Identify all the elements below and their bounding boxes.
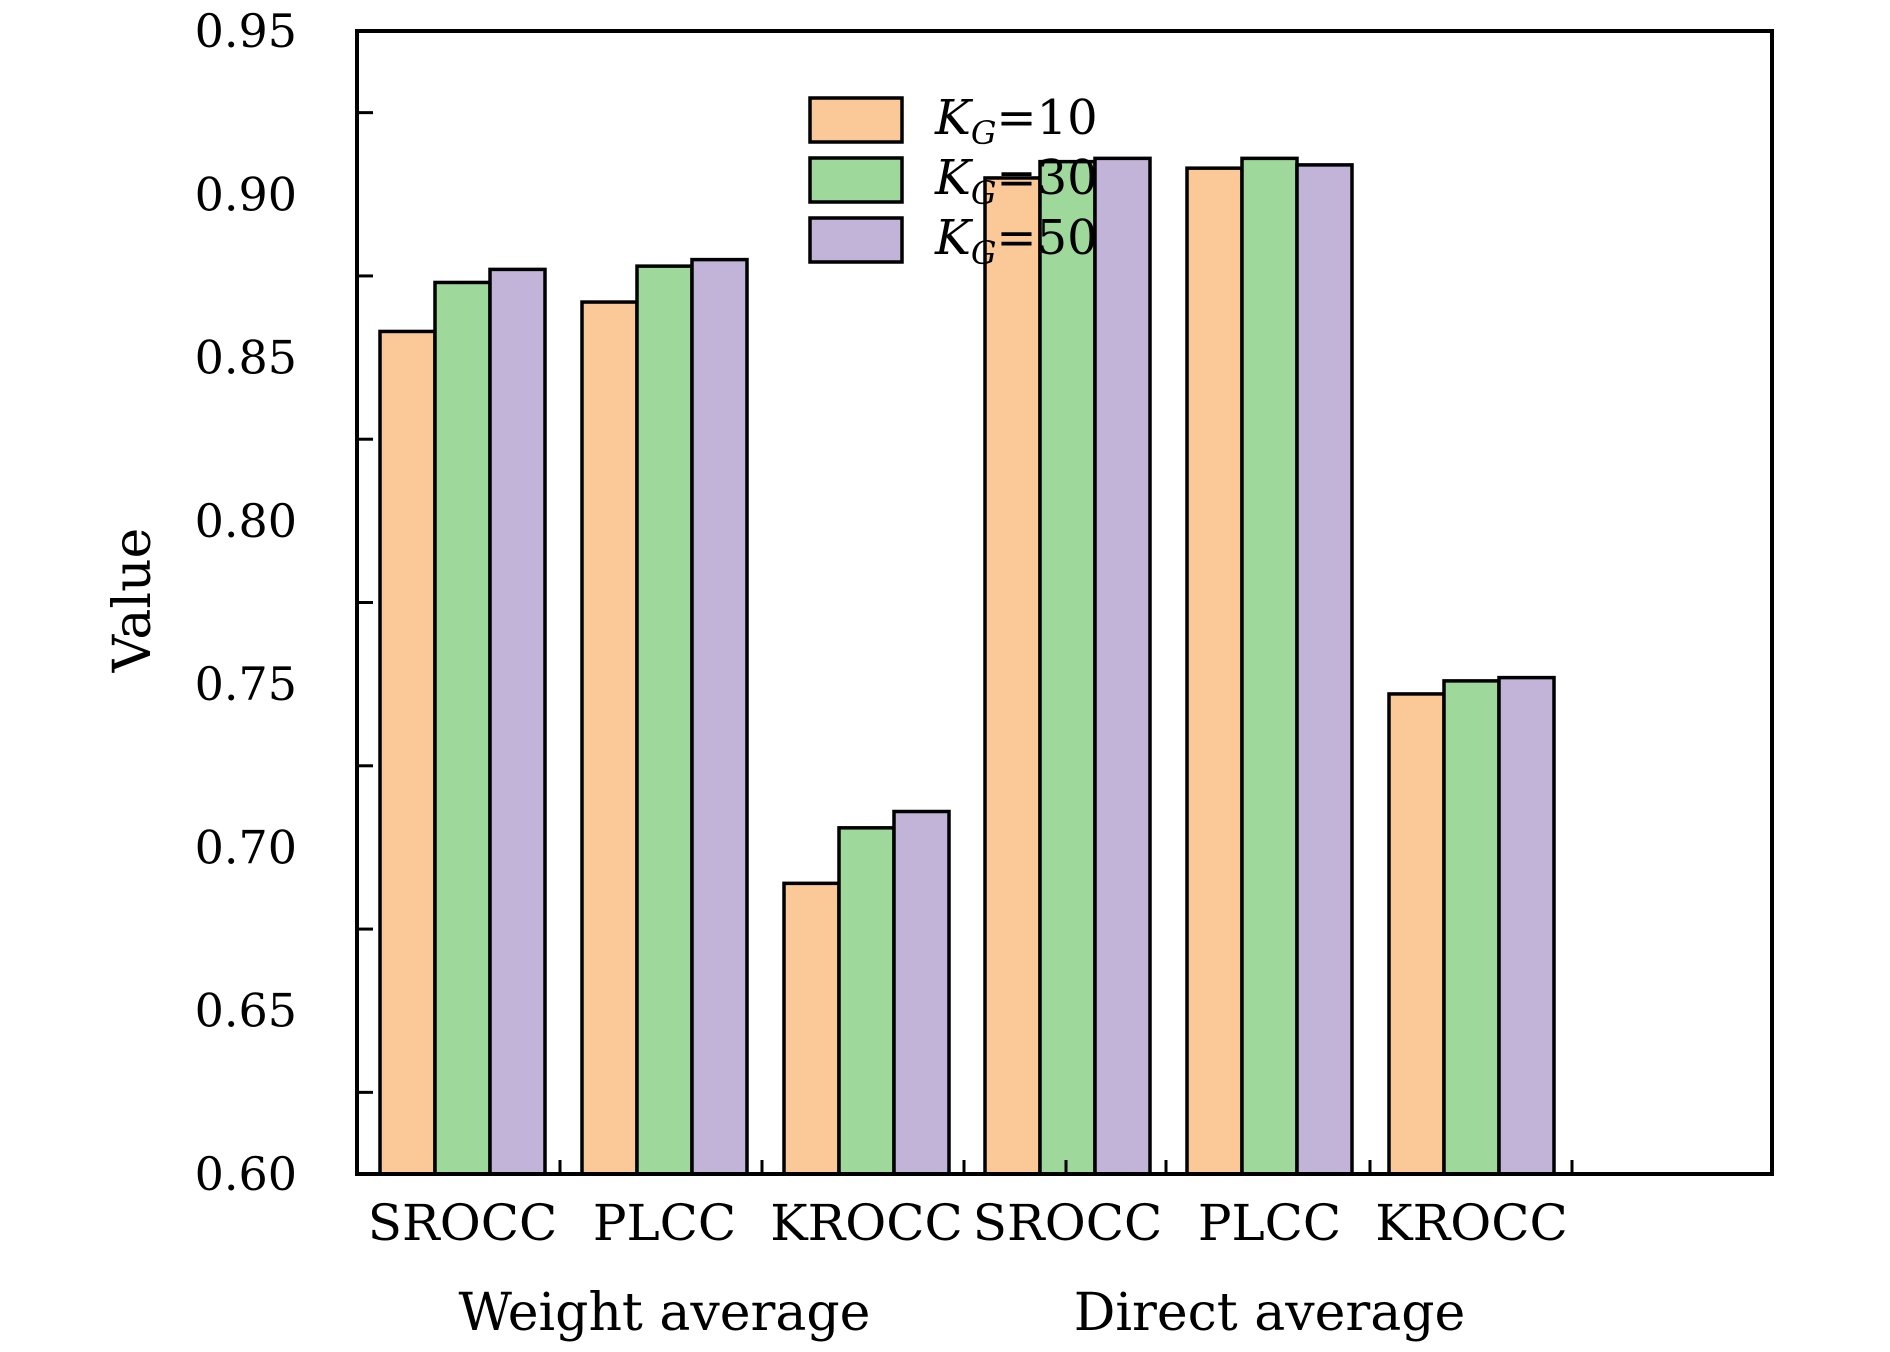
y-tick-label: 0.60 (195, 1147, 297, 1201)
bar-weight-average-srocc-s1 (378, 329, 437, 1176)
category-label-krocc: KROCC (770, 1194, 963, 1252)
y-tick-label: 0.75 (195, 657, 297, 711)
bar-direct-average-krocc-s2 (1442, 679, 1501, 1176)
bar-weight-average-plcc-s1 (580, 300, 639, 1176)
y-tick-label: 0.95 (195, 4, 297, 58)
bar-direct-average-srocc-s2 (1038, 159, 1097, 1176)
bar-direct-average-krocc-s3 (1497, 675, 1556, 1176)
group-label-direct-average: Direct average (1074, 1283, 1466, 1343)
legend-label-1: KG=10 (934, 90, 1098, 152)
category-label-plcc: PLCC (1198, 1194, 1341, 1252)
category-label-plcc: PLCC (593, 1194, 736, 1252)
y-tick-label: 0.90 (195, 167, 297, 221)
bar-direct-average-krocc-s1 (1387, 692, 1446, 1176)
bar-weight-average-srocc-s3 (488, 267, 547, 1176)
category-labels: SROCC PLCC KROCC SROCC PLCC KROCC (368, 1194, 1568, 1252)
bars-layer (378, 156, 1556, 1176)
legend-swatch-3 (808, 216, 904, 264)
y-axis-title: Value (103, 528, 163, 674)
y-tick-labels: 0.60 0.65 0.70 0.75 0.80 0.85 0.90 0.95 (195, 4, 297, 1201)
category-label-krocc: KROCC (1375, 1194, 1568, 1252)
bar-direct-average-plcc-s3 (1295, 163, 1354, 1176)
group-label-weight-average: Weight average (459, 1283, 871, 1343)
bar-weight-average-plcc-s2 (635, 264, 694, 1176)
y-tick-label: 0.80 (195, 494, 297, 548)
legend-label-3: KG=50 (934, 210, 1098, 272)
y-tick-label: 0.65 (195, 984, 297, 1038)
category-label-srocc: SROCC (368, 1194, 557, 1252)
group-labels: Weight average Direct average (459, 1283, 1466, 1343)
bar-weight-average-krocc-s1 (782, 881, 841, 1176)
y-tick-label: 0.85 (195, 331, 297, 385)
bar-weight-average-plcc-s3 (690, 257, 749, 1176)
legend-swatch-1 (808, 96, 904, 144)
bar-weight-average-krocc-s3 (892, 809, 951, 1176)
bar-weight-average-krocc-s2 (837, 826, 896, 1176)
legend-label-2: KG=30 (934, 150, 1098, 212)
axis-ticks (357, 111, 1574, 1174)
category-label-srocc: SROCC (973, 1194, 1162, 1252)
bar-direct-average-srocc-s3 (1093, 156, 1152, 1176)
bar-direct-average-srocc-s1 (983, 176, 1042, 1176)
bar-direct-average-plcc-s2 (1240, 156, 1299, 1176)
y-tick-label: 0.70 (195, 820, 297, 874)
bar-weight-average-srocc-s2 (433, 280, 492, 1176)
legend-swatch-2 (808, 156, 904, 204)
bar-direct-average-plcc-s1 (1185, 166, 1244, 1176)
